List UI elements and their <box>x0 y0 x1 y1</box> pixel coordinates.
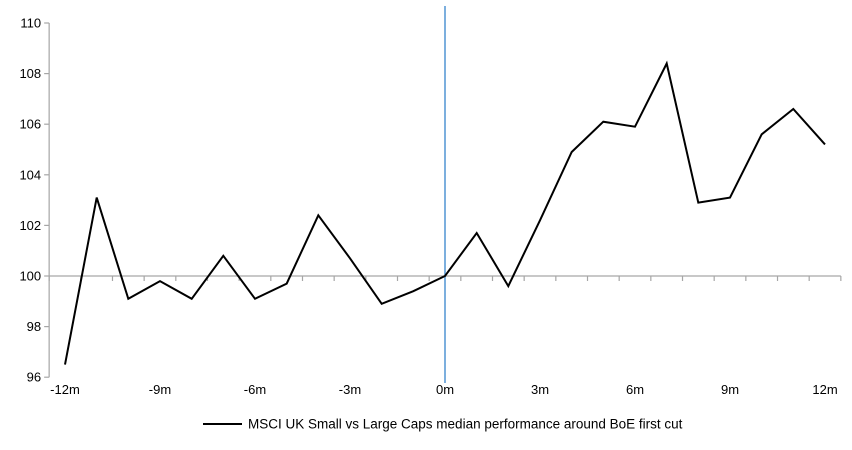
x-tick-label: 0m <box>436 382 454 397</box>
y-axis <box>44 22 50 378</box>
x-tick-label: 3m <box>531 382 549 397</box>
y-tick-label: 96 <box>27 370 41 385</box>
y-tick-label: 100 <box>19 269 41 284</box>
legend: MSCI UK Small vs Large Caps median perfo… <box>203 417 683 432</box>
legend-label: MSCI UK Small vs Large Caps median perfo… <box>248 417 683 432</box>
y-tick-label: 106 <box>19 117 41 132</box>
y-tick-label: 108 <box>19 66 41 81</box>
x-tick-label: 12m <box>812 382 837 397</box>
x-tick-label: -3m <box>339 382 361 397</box>
series-line <box>64 60 826 365</box>
y-tick-label: 110 <box>20 16 41 31</box>
y-tick-label: 102 <box>19 218 41 233</box>
y-tick-label: 98 <box>27 319 41 334</box>
x-axis-tick-labels: -12m -9m -6m -3m 0m 3m 6m 9m 12m <box>50 382 837 397</box>
y-axis-tick-labels: 96 98 100 102 104 106 108 110 <box>19 16 41 385</box>
x-tick-label: -12m <box>50 382 80 397</box>
x-tick-label: -9m <box>149 382 171 397</box>
y-tick-label: 104 <box>19 167 41 182</box>
x-tick-label: 9m <box>721 382 739 397</box>
x-tick-label: 6m <box>626 382 644 397</box>
x-tick-label: -6m <box>244 382 266 397</box>
